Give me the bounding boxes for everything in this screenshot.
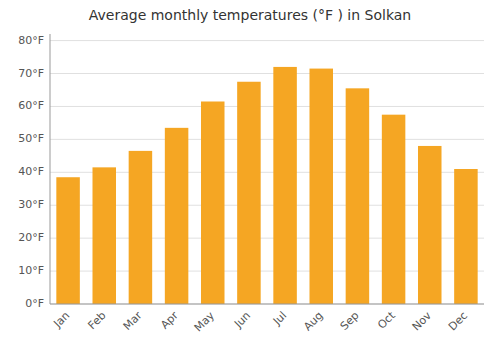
bar [201, 102, 225, 305]
x-tick-label: Jun [231, 309, 253, 331]
y-tick-label: 70°F [18, 67, 44, 80]
bar [273, 67, 297, 304]
chart-container: 0°F 10°F 20°F 30°F 40°F 50°F 60°F 70°F 80°F Jan Fe… [0, 0, 500, 350]
x-tick-label: Sep [338, 309, 362, 333]
x-tick-label: Jul [270, 309, 289, 328]
y-tick-label: 40°F [18, 165, 44, 178]
x-tick-label: Apr [158, 309, 181, 332]
grid-line [50, 73, 484, 74]
title: Average monthly temperatures (°F ) in So… [89, 7, 412, 23]
x-tick-label: May [192, 309, 218, 335]
x-tick-label: Nov [410, 309, 435, 334]
bar [454, 169, 478, 304]
bar [129, 151, 153, 304]
y-tick-label: 20°F [18, 231, 44, 244]
grid-line [50, 106, 484, 107]
bar [418, 146, 442, 304]
y-tick-label: 10°F [18, 264, 44, 277]
bar [92, 167, 116, 304]
x-tick-label: Aug [301, 309, 325, 333]
bar [382, 115, 406, 304]
x-axis-line [50, 304, 484, 305]
bar [309, 69, 333, 304]
y-tick-label: 60°F [18, 99, 44, 112]
x-tick-label: Jan [50, 309, 72, 331]
y-tick-label: 80°F [18, 34, 44, 47]
bar [346, 88, 370, 304]
x-tick-label: Dec [446, 309, 470, 333]
y-axis-line [50, 34, 51, 304]
x-tick-label: Feb [86, 309, 109, 332]
bar [165, 128, 189, 304]
grid-line [50, 304, 484, 305]
chart-svg: 0°F 10°F 20°F 30°F 40°F 50°F 60°F 70°F 80°F Jan Fe… [0, 0, 500, 350]
bar [237, 82, 261, 304]
grid-line [50, 139, 484, 140]
y-tick-label: 50°F [18, 132, 44, 145]
y-tick-label: 30°F [18, 198, 44, 211]
x-tick-label: Oct [375, 309, 398, 332]
bars [56, 67, 477, 304]
x-tick-label: Mar [121, 309, 145, 333]
bar [56, 177, 80, 304]
grid-line [50, 40, 484, 41]
grid [50, 41, 484, 304]
y-tick-label: 0°F [25, 297, 44, 310]
